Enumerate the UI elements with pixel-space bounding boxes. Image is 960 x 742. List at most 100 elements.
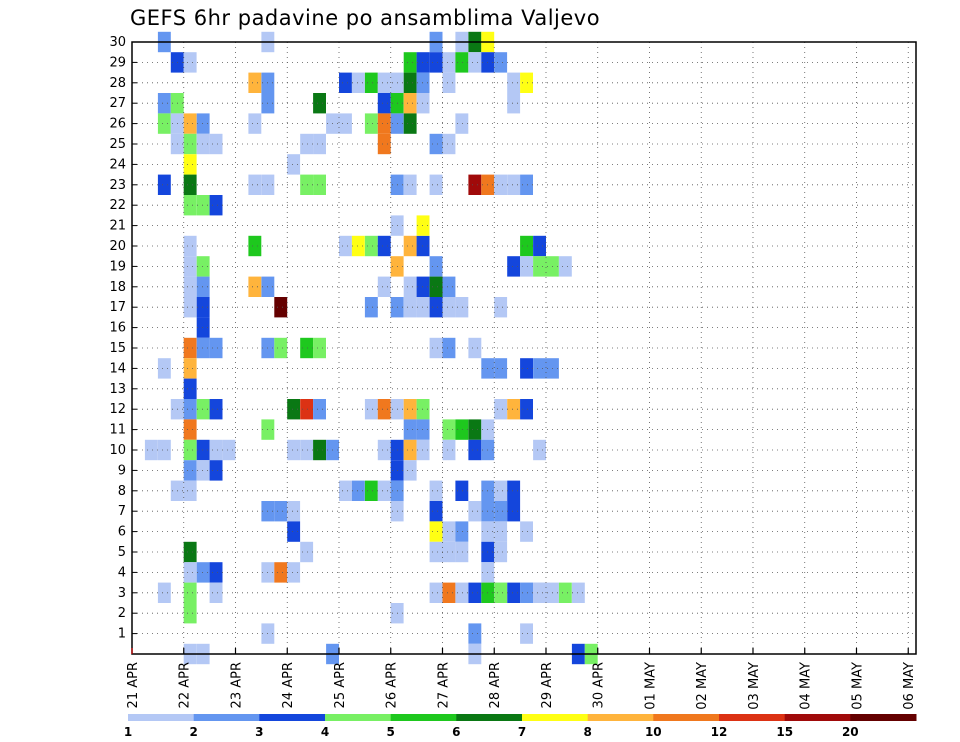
heat-cell <box>403 235 417 257</box>
heat-cell <box>494 297 508 318</box>
heat-cell <box>313 93 326 114</box>
colorbar-label: 12 <box>711 725 728 739</box>
heat-cell <box>209 439 223 461</box>
heat-cell <box>533 256 546 277</box>
heat-cell <box>429 133 443 155</box>
heat-cell <box>196 460 210 481</box>
heat-cell <box>300 174 314 195</box>
colorbar-label: 5 <box>387 725 395 739</box>
heat-cell <box>558 582 572 603</box>
heat-cell <box>429 174 443 195</box>
heat-cell <box>468 52 482 73</box>
y-tick-label: 18 <box>109 280 126 295</box>
colorbar-label: 20 <box>842 725 859 739</box>
heat-cell <box>339 480 352 501</box>
heat-cell <box>196 439 210 461</box>
colorbar-swatch <box>587 714 654 721</box>
heat-cell <box>183 113 197 134</box>
heat-cell <box>209 460 223 481</box>
heat-cell <box>364 72 378 93</box>
colorbar-label: 4 <box>321 725 329 739</box>
heat-cell <box>429 276 443 297</box>
colorbar-swatch <box>719 714 786 721</box>
colorbar-swatch <box>259 714 326 721</box>
heat-cell <box>416 419 430 440</box>
heat-cell <box>183 174 197 195</box>
heat-cell <box>157 93 171 114</box>
y-tick-label: 12 <box>109 402 126 417</box>
heat-cell <box>196 297 210 318</box>
heat-cell <box>183 276 197 297</box>
y-tick-label: 24 <box>109 157 126 172</box>
heat-cell <box>507 582 521 603</box>
heat-cell <box>377 439 391 461</box>
heat-cell <box>300 541 314 563</box>
heat-cell <box>248 72 262 93</box>
heat-cell <box>183 358 197 379</box>
heat-cell <box>248 276 262 297</box>
heat-cell <box>183 235 197 257</box>
chart-title: GEFS 6hr padavine po ansamblima Valjevo <box>130 6 601 30</box>
y-tick-label: 29 <box>109 55 126 70</box>
heat-cell <box>468 337 482 359</box>
heat-cell <box>494 174 508 195</box>
heat-cell <box>377 480 391 501</box>
x-tick-label: 04 MAY <box>799 662 814 710</box>
colorbar: 1 2 3 4 5 6 7 8 10 12 15 20 <box>124 714 917 739</box>
heat-cell <box>507 480 521 501</box>
y-tick-label: 14 <box>109 361 126 376</box>
heat-cell <box>468 439 482 461</box>
heat-cell <box>442 133 456 155</box>
heat-cell <box>416 72 430 93</box>
x-tick-label: 21 APR <box>126 662 141 708</box>
heat-cell <box>429 501 443 522</box>
y-tick-label: 15 <box>109 341 126 356</box>
heat-cell <box>403 460 417 481</box>
heat-cell <box>196 399 210 420</box>
heat-cell <box>429 582 443 603</box>
heat-cell <box>455 582 469 603</box>
y-tick-label: 10 <box>109 443 126 458</box>
heat-cell <box>300 399 314 420</box>
heat-cell <box>183 603 197 624</box>
heat-cell <box>351 72 365 93</box>
heat-cell <box>183 297 197 318</box>
heat-cell <box>248 113 262 134</box>
heat-cell <box>183 541 197 563</box>
heat-cell <box>377 72 391 93</box>
heat-cell <box>196 133 210 155</box>
heat-cell <box>183 480 197 501</box>
y-tick-label: 28 <box>109 76 126 91</box>
heat-cell <box>209 195 223 216</box>
heat-cell <box>274 501 288 522</box>
heat-cell <box>300 337 314 359</box>
heat-cell <box>274 562 288 583</box>
colorbar-label: 2 <box>190 725 198 739</box>
heat-cell <box>442 419 456 440</box>
heat-cell <box>183 337 197 359</box>
heat-cell <box>209 399 223 420</box>
colorbar-swatch <box>128 714 195 721</box>
heat-cell <box>533 439 546 461</box>
heat-cell <box>300 133 314 155</box>
heat-cell <box>222 439 236 461</box>
heat-cell <box>313 439 326 461</box>
x-tick-label: 27 APR <box>436 662 451 708</box>
y-tick-label: 13 <box>109 382 126 397</box>
colorbar-label: 10 <box>645 725 662 739</box>
heat-cell <box>442 72 456 93</box>
heat-cell <box>533 358 546 379</box>
heat-cell <box>442 297 456 318</box>
y-tick-label: 25 <box>109 137 126 152</box>
heat-cell <box>364 399 378 420</box>
heat-cell <box>313 133 326 155</box>
heat-cell <box>455 297 469 318</box>
heat-cell <box>533 582 546 603</box>
x-tick-label: 06 MAY <box>902 662 917 710</box>
heat-cell <box>183 582 197 603</box>
heat-cell <box>364 113 378 134</box>
heat-cell <box>429 337 443 359</box>
heat-cell <box>416 399 430 420</box>
heat-cell <box>429 297 443 318</box>
y-tick-label: 6 <box>118 525 126 540</box>
